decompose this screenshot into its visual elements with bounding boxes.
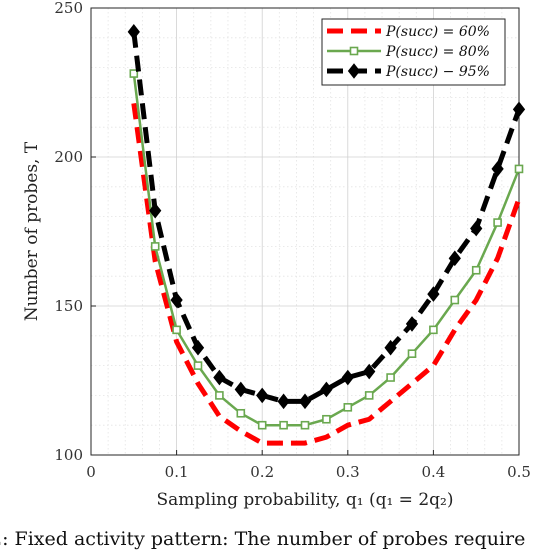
series-2 [129,69,524,430]
data-point-square [300,420,310,430]
y-tick-label: 150 [54,297,83,315]
data-point-diamond [234,381,247,398]
data-point-diamond [170,292,183,308]
data-point-diamond [127,24,140,40]
legend-entry: P(succ) = 80% [327,44,490,60]
legend-entry: P(succ) − 95% [327,63,490,80]
data-point-square [150,242,160,251]
x-axis-title: Sampling probability, q₁ (q₁ = 2q₂) [157,490,454,510]
data-point-square [172,325,181,335]
data-point-diamond [405,316,419,332]
data-point-diamond [298,393,312,410]
axis-ticks: 0 0.1 0.2 0.3 0.4 0.5 100 150 200 250 [54,0,531,481]
x-tick-label: 0.5 [507,463,531,481]
series-line [131,103,522,446]
data-point-diamond [448,250,461,267]
y-tick-label: 200 [54,148,83,166]
legend-label: P(succ) = 80% [385,44,490,60]
data-point-diamond [256,387,269,404]
data-point-diamond [491,161,504,177]
legend-entry: P(succ) = 60% [327,24,490,40]
data-point-square [322,414,331,424]
data-point-square [343,403,353,412]
data-point-square [193,361,203,370]
data-point-square [386,373,395,382]
data-point-diamond [191,339,205,356]
figure-caption: 2: Fixed activity pattern: The number of… [0,528,526,550]
data-point-square [364,391,374,400]
data-point-square [257,420,267,430]
data-point-diamond [384,339,397,356]
data-point-square [493,218,502,227]
data-point-diamond [512,101,526,118]
x-tick-label: 0.3 [336,463,360,481]
data-point-diamond [213,369,226,386]
data-point-diamond [363,363,376,380]
plot-frame [90,7,520,456]
data-point-diamond [427,286,440,302]
x-tick-label: 0.1 [165,463,189,481]
data-point-square [450,295,460,305]
legend-label: P(succ) − 95% [385,64,490,80]
data-point-square [129,69,139,78]
data-point-diamond [341,369,354,386]
legend-label: P(succ) = 60% [385,24,490,40]
data-point-square [407,349,417,358]
x-tick-label: 0 [86,463,96,481]
y-tick-label: 100 [54,446,83,464]
legend: P(succ) = 60% P(succ) = 80% P(succ) − 95% [321,18,506,86]
data-point-diamond [347,63,361,79]
series [127,24,526,446]
data-point-diamond [149,202,162,219]
data-point-diamond [470,220,483,237]
data-point-diamond [320,381,333,398]
data-point-square [514,164,524,174]
y-tick-label: 250 [54,0,83,17]
data-point-diamond [277,393,290,410]
x-tick-label: 0.4 [421,463,445,481]
data-point-square [215,391,224,400]
x-tick-label: 0.2 [250,463,274,481]
series-1 [131,103,522,446]
data-point-square [471,265,481,275]
series-3 [127,24,526,410]
y-axis-title: Number of probes, T [22,141,42,321]
data-point-square [349,46,359,56]
data-point-square [279,420,288,430]
data-point-square [429,325,438,335]
data-point-square [236,408,246,418]
